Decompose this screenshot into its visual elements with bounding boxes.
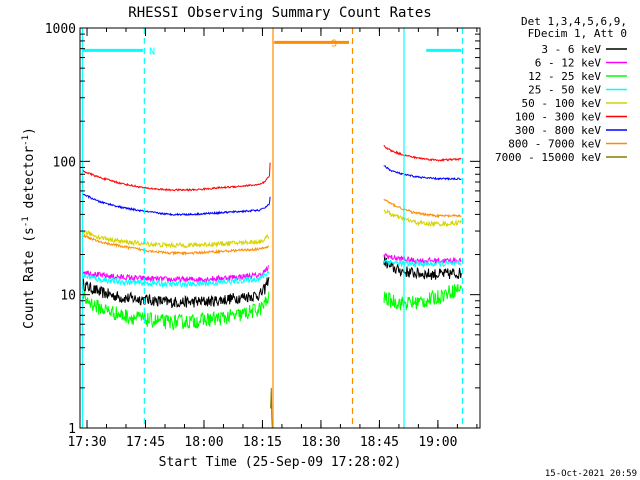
series-line-3	[81, 258, 462, 289]
x-axis-label: Start Time (25-Sep-09 17:28:02)	[159, 455, 402, 470]
series-line-1	[81, 252, 462, 284]
legend-label: 100 - 300 keV	[515, 111, 601, 124]
y-tick-label: 10	[60, 289, 76, 304]
x-tick-label: 17:30	[67, 435, 106, 450]
plot-frame	[79, 27, 481, 429]
plot-area: NS	[81, 28, 464, 429]
series-line-2	[81, 283, 462, 331]
legend-header: Det 1,3,4,5,6,9,	[521, 15, 627, 28]
legend-header: FDecim 1, Att 0	[528, 27, 627, 40]
series-line-5	[81, 145, 462, 192]
legend-label: 50 - 100 keV	[522, 97, 602, 110]
flag-label-2: S	[331, 38, 337, 49]
axis-ticks: 17:30 17:45 18:00 18:15 18:30 18:45 19:00 1 10 10…	[45, 22, 480, 450]
legend-label: 6 - 12 keV	[535, 57, 602, 70]
legend-label: 300 - 800 keV	[515, 124, 601, 137]
y-tick-label: 100	[53, 155, 76, 170]
x-tick-label: 19:00	[418, 435, 457, 450]
x-tick-label: 18:45	[360, 435, 399, 450]
flag-label-0: N	[149, 46, 155, 57]
legend-label: 7000 - 15000 keV	[495, 151, 601, 164]
legend-label: 25 - 50 keV	[528, 84, 601, 97]
y-axis-label: Count Rate (s-1 detector-1)	[21, 127, 37, 329]
chart-title: RHESSI Observing Summary Count Rates	[128, 5, 431, 21]
series-line-7	[81, 199, 462, 256]
timestamp: 15-Oct-2021 20:59	[545, 469, 637, 479]
x-tick-label: 18:15	[243, 435, 282, 450]
legend: Det 1,3,4,5,6,9,FDecim 1, Att 0 3 - 6 keV…	[495, 15, 627, 164]
series-line-8	[270, 387, 273, 429]
series-line-0	[81, 256, 462, 308]
legend-label: 800 - 7000 keV	[508, 138, 601, 151]
x-tick-label: 18:30	[301, 435, 340, 450]
series-line-4	[81, 208, 462, 249]
series-line-6	[81, 165, 462, 217]
x-tick-label: 17:45	[126, 435, 165, 450]
legend-label: 3 - 6 keV	[541, 43, 601, 56]
x-tick-label: 18:00	[184, 435, 223, 450]
legend-label: 12 - 25 keV	[528, 70, 601, 83]
y-tick-label: 1000	[45, 22, 76, 37]
y-tick-label: 1	[68, 422, 76, 437]
